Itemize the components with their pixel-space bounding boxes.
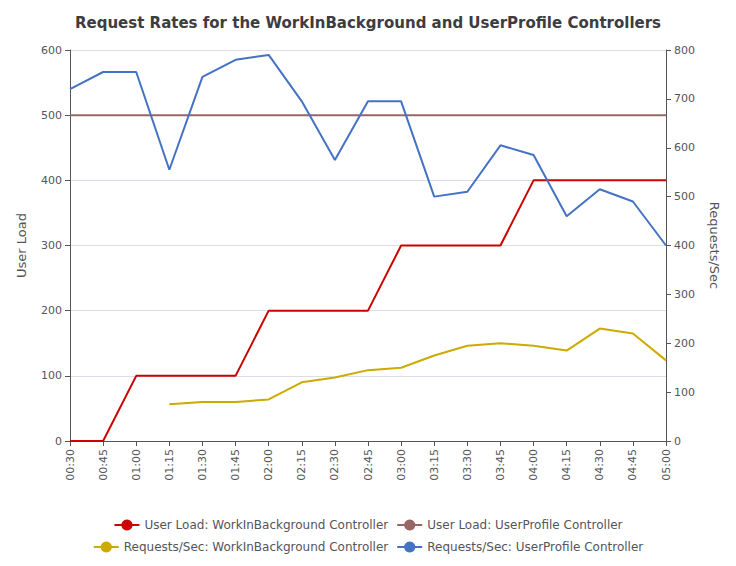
svg-text:600: 600 bbox=[674, 141, 695, 154]
svg-text:05:00: 05:00 bbox=[660, 449, 673, 481]
svg-text:800: 800 bbox=[674, 44, 695, 57]
svg-text:200: 200 bbox=[674, 337, 695, 350]
svg-text:02:45: 02:45 bbox=[362, 449, 375, 481]
svg-text:02:15: 02:15 bbox=[295, 449, 308, 481]
svg-text:02:30: 02:30 bbox=[328, 449, 341, 481]
svg-text:300: 300 bbox=[674, 288, 695, 301]
svg-text:04:30: 04:30 bbox=[593, 449, 606, 481]
svg-text:100: 100 bbox=[41, 369, 62, 382]
svg-text:01:00: 01:00 bbox=[130, 449, 143, 481]
svg-text:User Load: User Load bbox=[14, 213, 29, 278]
svg-text:00:45: 00:45 bbox=[97, 449, 110, 481]
svg-text:400: 400 bbox=[674, 239, 695, 252]
svg-text:Requests/Sec: Requests/Sec bbox=[707, 202, 722, 289]
svg-text:04:15: 04:15 bbox=[560, 449, 573, 481]
svg-text:0: 0 bbox=[674, 435, 681, 448]
svg-text:04:00: 04:00 bbox=[527, 449, 540, 481]
svg-text:00:30: 00:30 bbox=[64, 449, 77, 481]
svg-text:400: 400 bbox=[41, 174, 62, 187]
svg-text:01:45: 01:45 bbox=[229, 449, 242, 481]
svg-text:01:30: 01:30 bbox=[196, 449, 209, 481]
svg-text:300: 300 bbox=[41, 239, 62, 252]
svg-text:Requests/Sec: WorkInBackground: Requests/Sec: WorkInBackground Controlle… bbox=[124, 540, 389, 554]
svg-text:Requests/Sec: UserProfile Cont: Requests/Sec: UserProfile Controller bbox=[427, 540, 643, 554]
svg-text:500: 500 bbox=[41, 109, 62, 122]
svg-text:User Load: WorkInBackground Co: User Load: WorkInBackground Controller bbox=[144, 518, 388, 532]
svg-text:01:15: 01:15 bbox=[163, 449, 176, 481]
svg-text:User Load: UserProfile Control: User Load: UserProfile Controller bbox=[427, 518, 622, 532]
svg-text:700: 700 bbox=[674, 92, 695, 105]
svg-text:600: 600 bbox=[41, 44, 62, 57]
svg-text:03:15: 03:15 bbox=[428, 449, 441, 481]
svg-text:Request Rates for the WorkInBa: Request Rates for the WorkInBackground a… bbox=[75, 14, 661, 32]
svg-text:0: 0 bbox=[55, 435, 62, 448]
svg-text:03:00: 03:00 bbox=[395, 449, 408, 481]
svg-text:03:45: 03:45 bbox=[494, 449, 507, 481]
svg-text:02:00: 02:00 bbox=[262, 449, 275, 481]
svg-text:500: 500 bbox=[674, 190, 695, 203]
svg-text:03:30: 03:30 bbox=[461, 449, 474, 481]
svg-text:04:45: 04:45 bbox=[626, 449, 639, 481]
svg-text:200: 200 bbox=[41, 304, 62, 317]
svg-text:100: 100 bbox=[674, 386, 695, 399]
